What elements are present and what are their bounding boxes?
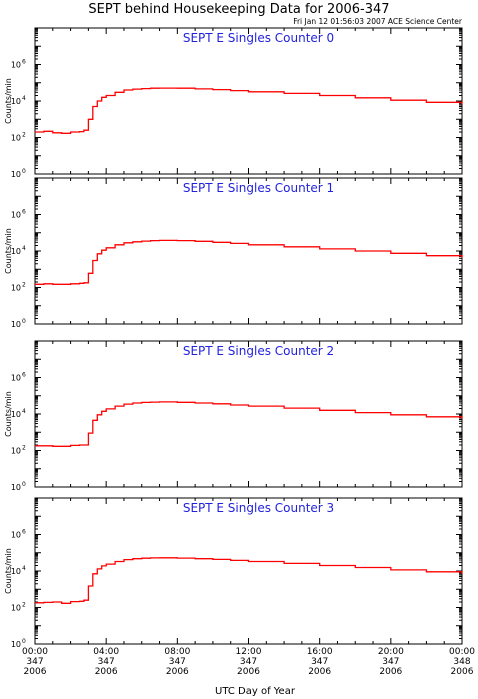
y-tick-exponent: 6: [22, 209, 26, 216]
y-tick-exponent: 0: [22, 318, 26, 325]
y-tick-exponent: 2: [22, 282, 26, 289]
y-tick-label: 10: [11, 374, 21, 383]
y-tick-label: 10: [11, 320, 21, 329]
y-tick-label: 10: [11, 97, 21, 106]
y-tick-label: 10: [11, 410, 21, 419]
y-tick-label: 10: [11, 211, 21, 220]
x-axis-label: UTC Day of Year: [215, 686, 296, 697]
y-tick-exponent: 4: [22, 408, 26, 415]
timestamp-label: Fri Jan 12 01:56:03 2007 ACE Science Cen…: [293, 17, 463, 26]
x-tick-label-time: 00:00: [22, 647, 48, 657]
x-tick-label-doy: 347: [98, 657, 115, 667]
y-tick-exponent: 2: [22, 602, 26, 609]
x-tick-label-doy: 347: [311, 657, 328, 667]
y-tick-label: 10: [11, 247, 21, 256]
x-tick-label-doy: 347: [382, 657, 399, 667]
y-tick-label: 10: [11, 61, 21, 70]
data-series-line: [35, 87, 463, 134]
y-tick-label: 10: [11, 604, 21, 613]
x-tick-label-doy: 347: [169, 657, 186, 667]
y-tick-exponent: 0: [22, 481, 26, 488]
y-tick-label: 10: [11, 640, 21, 649]
y-tick-exponent: 2: [22, 132, 26, 139]
y-tick-exponent: 4: [22, 245, 26, 252]
x-tick-label-year: 2006: [166, 667, 189, 677]
panel-title: SEPT E Singles Counter 2: [183, 344, 334, 358]
y-tick-exponent: 6: [22, 59, 26, 66]
x-tick-label-doy: 347: [26, 657, 43, 667]
x-tick-label-year: 2006: [379, 667, 402, 677]
y-tick-label: 10: [11, 447, 21, 456]
x-tick-label-doy: 347: [240, 657, 257, 667]
x-tick-label-year: 2006: [24, 667, 47, 677]
x-tick-labels: 00:00347200604:00347200608:00347200612:0…: [22, 647, 475, 677]
y-tick-exponent: 4: [22, 565, 26, 572]
y-tick-exponent: 6: [22, 372, 26, 379]
y-axis-label: Counts/min: [4, 548, 13, 594]
x-tick-label-year: 2006: [308, 667, 331, 677]
y-tick-exponent: 4: [22, 95, 26, 102]
plot-frame: [34, 340, 463, 488]
y-tick-exponent: 0: [22, 638, 26, 645]
plot-frame: [34, 177, 463, 325]
x-tick-label-doy: 348: [453, 657, 470, 667]
y-axis-label: Counts/min: [4, 391, 13, 437]
x-tick-label-time: 16:00: [307, 647, 333, 657]
x-tick-label-time: 04:00: [93, 647, 119, 657]
x-tick-label-year: 2006: [95, 667, 118, 677]
y-axis-label: Counts/min: [4, 228, 13, 274]
data-series-line: [35, 401, 463, 447]
x-tick-label-time: 08:00: [164, 647, 190, 657]
panel-title: SEPT E Singles Counter 0: [183, 31, 334, 45]
y-tick-label: 10: [11, 284, 21, 293]
x-tick-label-time: 00:00: [449, 647, 475, 657]
y-tick-label: 10: [11, 567, 21, 576]
x-tick-label-year: 2006: [237, 667, 260, 677]
y-tick-label: 10: [11, 134, 21, 143]
y-tick-label: 10: [11, 531, 21, 540]
y-tick-exponent: 6: [22, 529, 26, 536]
y-tick-label: 10: [11, 483, 21, 492]
x-tick-label-year: 2006: [451, 667, 474, 677]
chart-title: SEPT behind Housekeeping Data for 2006-3…: [88, 2, 389, 17]
panel-title: SEPT E Singles Counter 1: [183, 181, 334, 195]
y-tick-label: 10: [11, 170, 21, 179]
data-series-line: [35, 239, 463, 285]
data-series-line: [35, 557, 463, 604]
panel-title: SEPT E Singles Counter 3: [183, 501, 334, 515]
plot-frame: [34, 497, 463, 645]
y-tick-exponent: 0: [22, 168, 26, 175]
x-tick-label-time: 12:00: [236, 647, 262, 657]
x-tick-label-time: 20:00: [378, 647, 404, 657]
y-axis-label: Counts/min: [4, 78, 13, 124]
y-tick-exponent: 2: [22, 445, 26, 452]
